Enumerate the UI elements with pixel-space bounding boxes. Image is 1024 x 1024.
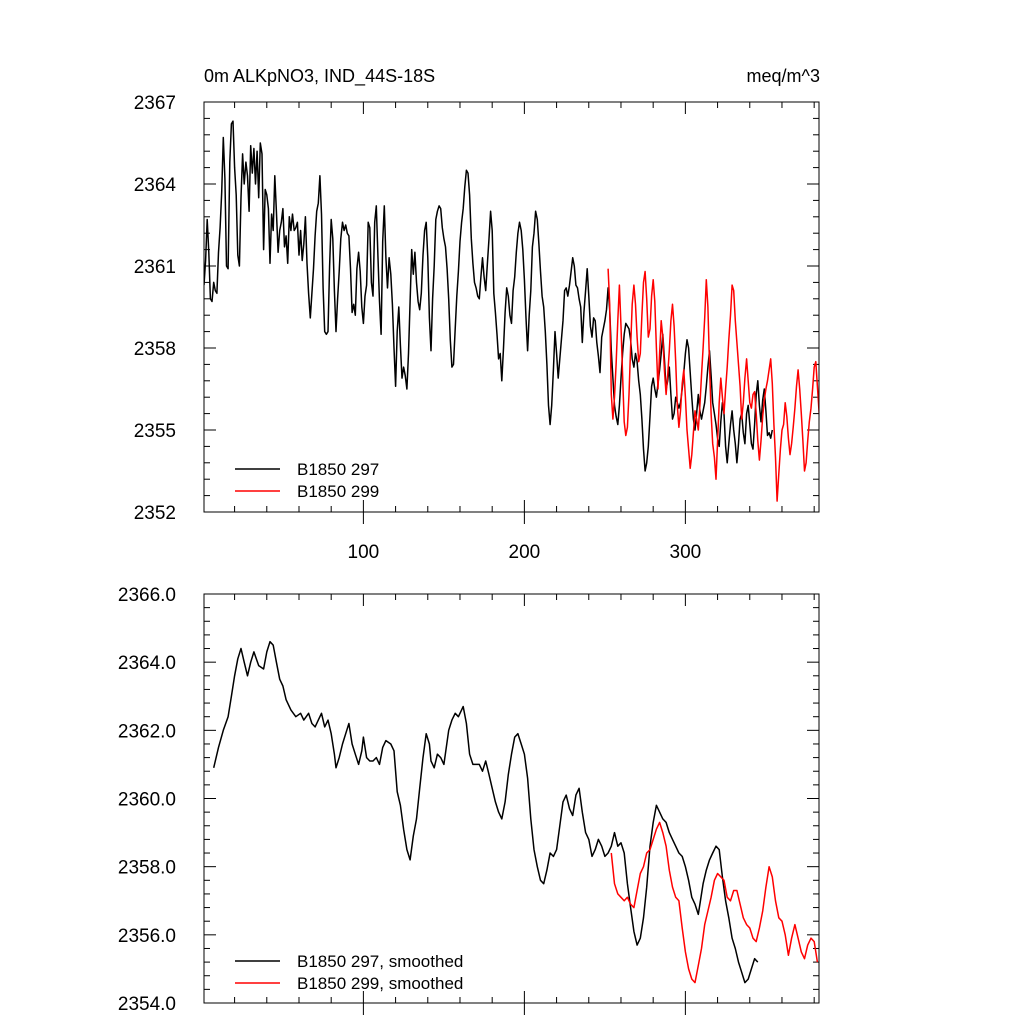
top-ytick-label: 2355 [134,421,176,442]
top-panel-units: meq/m^3 [747,66,820,86]
bottom-series-line-1 [610,821,819,984]
top-legend-label-297: B1850 297 [297,460,379,479]
bottom-plot-area: 2354.0 2356.0 2358.0 2360.0 2362.0 2364.0 2366… [118,585,819,1015]
top-panel: 0m ALKpNO3, IND_44S-18S meq/m^3 2352 2355… [134,66,820,563]
bottom-legend-label-299: B1850 299, smoothed [297,974,463,993]
top-legend-label-299: B1850 299 [297,482,379,501]
top-plot-frame [203,101,820,513]
bottom-legend-label-297: B1850 297, smoothed [297,952,463,971]
top-panel-title: 0m ALKpNO3, IND_44S-18S [204,66,435,87]
bottom-ytick-label: 2356.0 [118,926,176,947]
bottom-ytick-label: 2354.0 [118,994,176,1015]
top-xtick-label: 300 [670,542,702,563]
bottom-plot-frame [203,593,820,1004]
bottom-ytick-label: 2360.0 [118,790,176,811]
top-ytick-label: 2358 [134,339,176,360]
top-xtick-label: 100 [348,542,380,563]
top-ytick-label: 2361 [134,257,176,278]
bottom-panel: 2354.0 2356.0 2358.0 2360.0 2362.0 2364.0 2366… [118,585,820,1015]
bottom-ytick-label: 2366.0 [118,585,176,606]
top-series-line-1 [607,268,819,502]
bottom-legend: B1850 297, smoothed B1850 299, smoothed [235,952,463,993]
top-ytick-label: 2364 [134,175,177,196]
bottom-ytick-label: 2362.0 [118,721,176,742]
bottom-ytick-label: 2364.0 [118,653,176,674]
top-xtick-label: 200 [509,542,541,563]
bottom-ytick-label: 2358.0 [118,858,176,879]
top-legend: B1850 297 B1850 299 [235,460,379,501]
top-ytick-label: 2352 [134,503,176,524]
bottom-series-line-0 [212,640,759,984]
top-ytick-label: 2367 [134,93,176,114]
top-plot-area: 2352 2355 2358 2361 2364 2367 100 200 300 [134,93,819,563]
